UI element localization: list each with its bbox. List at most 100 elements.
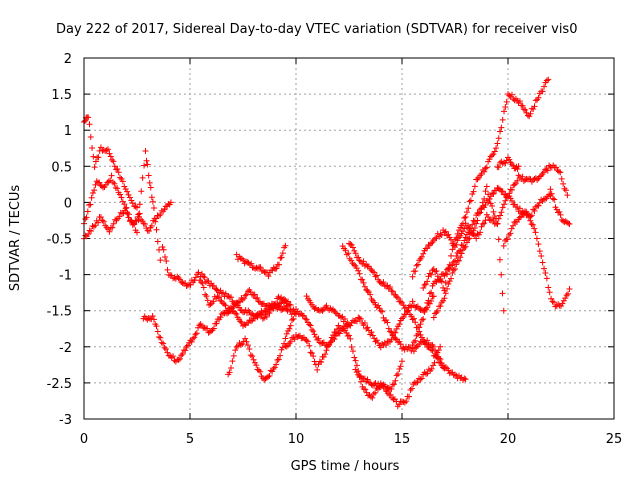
data-point [497,212,504,219]
data-point [377,307,384,314]
data-point [432,310,439,317]
data-point [532,229,539,236]
data-point [168,354,175,361]
data-point [348,344,355,351]
data-point [228,294,235,301]
data-point [413,262,420,269]
data-point [302,315,309,322]
data-point [149,313,156,320]
data-point [540,196,547,203]
data-point [424,245,431,252]
data-point [367,291,374,298]
data-point [291,309,298,316]
data-point [282,335,289,342]
axis-ticks: 0 5 10 15 20 25 -3 -2.5 -2 -1.5 -1 -0.5 0 0.5 1 1.5 2 [47,52,623,447]
data-point [178,352,185,359]
data-point [269,368,276,375]
data-point [121,207,128,214]
data-point [555,168,562,175]
data-point [393,372,400,379]
data-point [422,340,429,347]
data-point [379,308,386,315]
data-point [483,164,490,171]
data-point [229,358,236,365]
data-point [146,179,153,186]
data-point [449,270,456,277]
data-point [170,353,177,360]
data-point [421,369,428,376]
data-point [547,186,554,193]
data-point [338,325,345,332]
data-point [237,342,244,349]
data-point [248,260,255,267]
data-point [542,270,549,277]
data-point [533,235,540,242]
data-point [420,250,427,257]
data-point [196,322,203,329]
data-point [278,254,285,261]
data-point [409,316,416,323]
data-point [267,306,274,313]
data-point [122,186,129,193]
data-point [171,357,178,364]
data-point [138,188,145,195]
data-point [435,347,442,354]
y-tick-label: 2 [64,52,72,67]
data-point [89,189,96,196]
data-point [397,298,404,305]
data-point [503,98,510,105]
data-point [92,158,99,165]
data-point [420,284,427,291]
data-point [559,300,566,307]
data-point [263,302,270,309]
data-point [263,313,270,320]
data-point [353,369,360,376]
data-point [213,295,220,302]
data-point [243,291,250,298]
data-point [444,285,451,292]
data-point [153,215,160,222]
data-point [236,304,243,311]
data-point [493,215,500,222]
data-point [210,325,217,332]
data-point [311,305,318,312]
data-point [369,394,376,401]
data-point [553,164,560,171]
data-point [281,295,288,302]
data-point [121,183,128,190]
data-point [417,376,424,383]
data-point [531,103,538,110]
data-point [88,227,95,234]
data-point [247,311,254,318]
data-point [530,206,537,213]
data-point [535,202,542,209]
data-point [83,214,90,221]
data-point [142,148,149,155]
data-point [156,334,163,341]
data-point [539,259,546,266]
data-point [531,207,538,214]
data-point [351,354,358,361]
data-point [458,241,465,248]
data-point [380,279,387,286]
data-point [459,220,466,227]
data-point [481,195,488,202]
data-point [395,370,402,377]
data-point [422,281,429,288]
data-point [108,172,115,179]
data-point [532,203,539,210]
data-point [192,331,199,338]
data-point [123,204,130,211]
data-point [280,305,287,312]
data-point [400,398,407,405]
data-point [286,340,293,347]
data-point [547,163,554,170]
data-point [405,307,412,314]
data-point [146,227,153,234]
data-point [495,236,502,243]
data-point [416,257,423,264]
data-point [254,311,261,318]
data-point [454,230,461,237]
data-point [343,251,350,258]
data-point [564,192,571,199]
